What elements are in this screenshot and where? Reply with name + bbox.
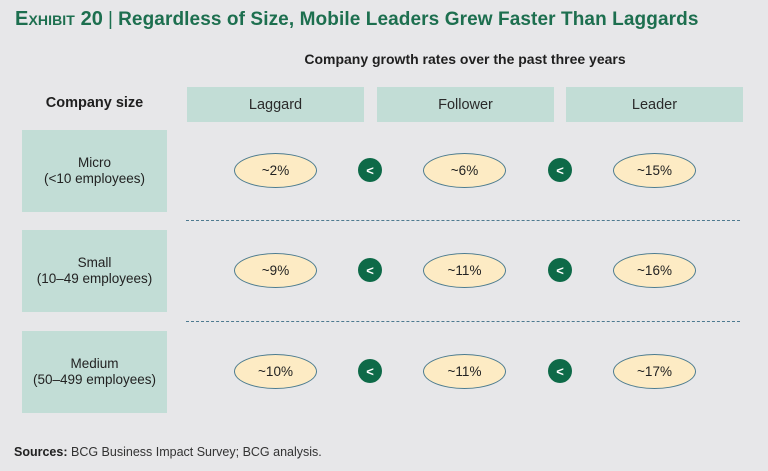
less-than-icon: < xyxy=(358,359,382,383)
less-than-icon: < xyxy=(548,258,572,282)
less-than-icon: < xyxy=(548,158,572,182)
value-medium-leader: ~17% xyxy=(613,354,696,389)
row-size-name: Micro xyxy=(78,155,111,170)
value-micro-leader: ~15% xyxy=(613,153,696,188)
value-small-leader: ~16% xyxy=(613,253,696,288)
sources-text: BCG Business Impact Survey; BCG analysis… xyxy=(70,445,322,459)
value-medium-follower: ~11% xyxy=(423,354,506,389)
less-than-icon: < xyxy=(358,158,382,182)
sources-label: Sources: xyxy=(14,445,68,459)
title-text: Regardless of Size, Mobile Leaders Grew … xyxy=(118,9,699,30)
row-divider xyxy=(186,220,740,221)
row-size-range: (50–499 employees) xyxy=(32,372,157,387)
row-divider xyxy=(186,321,740,322)
value-micro-follower: ~6% xyxy=(423,153,506,188)
title-separator: | xyxy=(108,9,114,30)
company-size-header: Company size xyxy=(45,95,144,111)
exhibit-title: Exhibit 20 | Regardless of Size, Mobile Le… xyxy=(15,8,698,31)
row-size-range: (<10 employees) xyxy=(44,171,145,186)
sources-note: Sources: BCG Business Impact Survey; BCG… xyxy=(14,445,322,459)
row-size-name: Small xyxy=(77,255,112,270)
row-label-medium: Medium (50–499 employees) xyxy=(22,331,167,413)
less-than-icon: < xyxy=(548,359,572,383)
value-micro-laggard: ~2% xyxy=(234,153,317,188)
row-size-name: Medium xyxy=(70,356,119,371)
value-medium-laggard: ~10% xyxy=(234,354,317,389)
row-label-small: Small (10–49 employees) xyxy=(22,230,167,312)
column-header-laggard: Laggard xyxy=(187,87,364,122)
row-size-range: (10–49 employees) xyxy=(36,271,153,286)
subtitle: Company growth rates over the past three… xyxy=(304,51,626,67)
row-label-micro: Micro (<10 employees) xyxy=(22,130,167,212)
less-than-icon: < xyxy=(358,258,382,282)
value-small-laggard: ~9% xyxy=(234,253,317,288)
value-small-follower: ~11% xyxy=(423,253,506,288)
exhibit-number: Exhibit 20 xyxy=(15,8,104,30)
column-header-follower: Follower xyxy=(377,87,554,122)
column-header-leader: Leader xyxy=(566,87,743,122)
